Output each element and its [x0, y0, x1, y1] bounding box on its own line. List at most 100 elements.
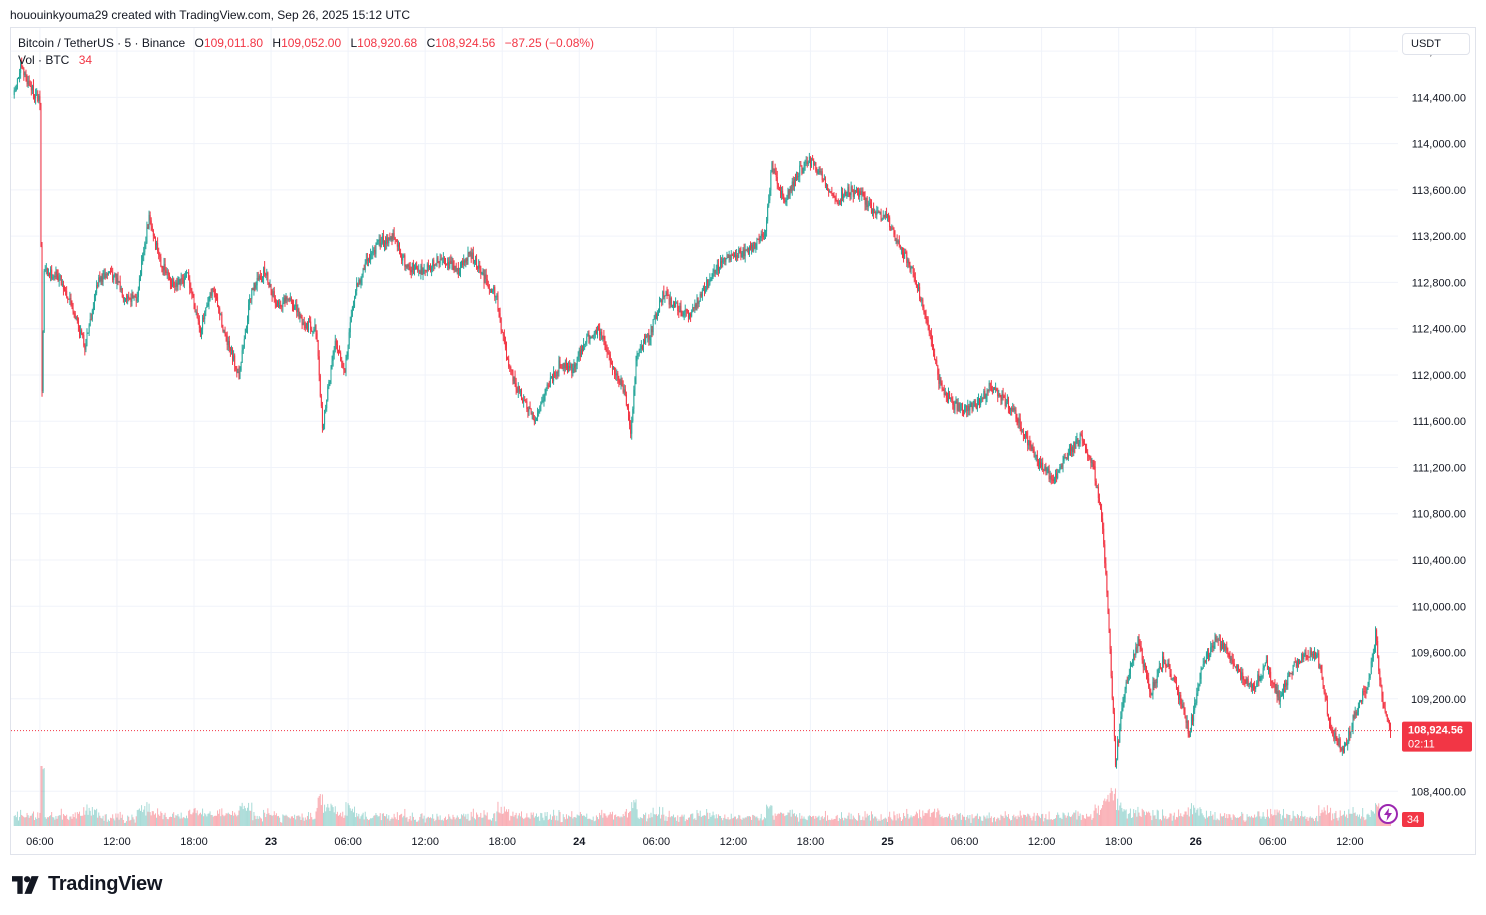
volume-bar [1183, 814, 1185, 826]
volume-bar [716, 818, 718, 826]
volume-bar [1332, 813, 1334, 826]
candle-body [990, 386, 992, 391]
currency-button[interactable]: USDT [1402, 33, 1470, 55]
candle-body [378, 239, 380, 241]
candle-body [350, 315, 352, 323]
candle-body [1047, 468, 1049, 471]
candle-body [914, 276, 916, 282]
candle-body [68, 298, 70, 300]
candle-body [336, 344, 338, 351]
volume-bar [1203, 817, 1205, 826]
candle-body [836, 200, 838, 204]
candle-body [264, 267, 266, 274]
candle-body [486, 279, 488, 286]
candle-body [44, 269, 46, 271]
candle-body [159, 254, 161, 257]
volume-bar [638, 818, 640, 826]
candle-body [981, 398, 983, 400]
volume-bar [482, 817, 484, 826]
volume-bar [425, 818, 427, 826]
candle-body [1016, 418, 1018, 420]
candle-body [806, 161, 808, 164]
tradingview-brand[interactable]: TradingView [12, 873, 162, 896]
candle-body [1207, 653, 1209, 655]
volume-bar [901, 819, 903, 826]
volume-bar [622, 814, 624, 826]
volume-bar [751, 819, 753, 826]
volume-label[interactable]: Vol · BTC [18, 53, 70, 67]
candle-body [1106, 574, 1108, 593]
volume-bar [1040, 818, 1042, 826]
candle-body [418, 270, 420, 272]
volume-bar [510, 815, 512, 826]
candle-body [1046, 470, 1048, 472]
volume-bar [1376, 804, 1378, 826]
volume-bar [1025, 815, 1027, 826]
candle-body [781, 190, 783, 195]
volume-bar [574, 816, 576, 826]
candle-body [1089, 456, 1091, 459]
candle-body [815, 162, 817, 171]
volume-bar [1351, 813, 1353, 826]
lightning-icon[interactable] [1378, 804, 1398, 824]
chart-frame[interactable] [10, 27, 1476, 855]
volume-bar [527, 817, 529, 826]
candle-body [1133, 653, 1135, 661]
candle-body [1120, 716, 1122, 730]
volume-bar [1017, 815, 1019, 826]
candle-body [949, 393, 951, 399]
candle-body [1068, 448, 1070, 454]
volume-bar [714, 818, 716, 826]
volume-bar [46, 817, 48, 826]
candle-body [236, 368, 238, 374]
volume-bar [848, 812, 850, 826]
y-tick-label: 108,400.00 [1411, 786, 1466, 798]
volume-bar [835, 816, 837, 826]
volume-bar [621, 817, 623, 826]
volume-bar [541, 813, 543, 826]
volume-bar [1343, 810, 1345, 826]
volume-bar [546, 811, 548, 826]
candle-body [1277, 690, 1279, 697]
candle-body [576, 359, 578, 366]
candle-body [924, 312, 926, 314]
volume-bar [150, 815, 152, 826]
x-tick-label: 06:00 [951, 836, 979, 848]
candle-body [1171, 678, 1173, 680]
candle-body [622, 385, 624, 393]
volume-bar [662, 807, 664, 826]
volume-bar [467, 813, 469, 826]
candle-body [332, 354, 334, 361]
volume-bar [295, 819, 297, 826]
volume-bar [1262, 812, 1264, 826]
candle-body [562, 363, 564, 370]
volume-bar [823, 817, 825, 826]
candle-body [411, 263, 413, 273]
volume-bar [1372, 811, 1374, 826]
candle-body [1225, 646, 1227, 650]
symbol-label[interactable]: Bitcoin / TetherUS · 5 · Binance [18, 36, 186, 50]
candle-body [730, 254, 732, 260]
volume-bar [144, 806, 146, 826]
volume-bar [1046, 819, 1048, 826]
candle-body [840, 191, 842, 201]
volume-bar [561, 821, 563, 826]
candle-body [1316, 654, 1318, 659]
candle-body [846, 191, 848, 197]
volume-bar [646, 821, 648, 826]
candle-body [1036, 454, 1038, 461]
candle-body [1123, 698, 1125, 703]
candle-body [1135, 647, 1137, 655]
volume-bar [497, 801, 499, 826]
volume-bar [678, 821, 680, 826]
candle-body [104, 273, 106, 278]
candle-body [1303, 654, 1305, 660]
candle-body [835, 198, 837, 201]
volume-bar [953, 817, 955, 826]
candle-body [833, 195, 835, 197]
volume-bar [458, 819, 460, 826]
candle-body [1178, 690, 1180, 700]
x-tick-label: 12:00 [411, 836, 439, 848]
candle-body [575, 365, 577, 367]
